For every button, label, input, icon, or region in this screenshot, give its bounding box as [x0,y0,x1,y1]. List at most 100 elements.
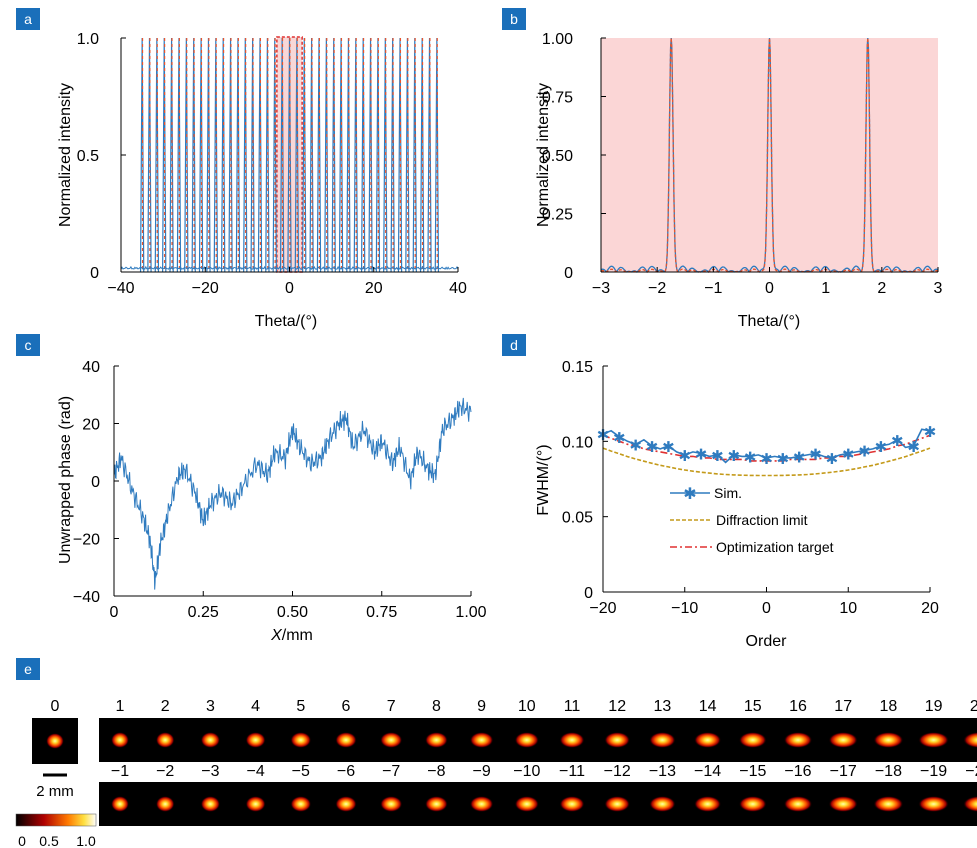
spot-label-bottom: −7 [382,763,400,780]
panel-tag-b: b [510,11,518,27]
chart-c-phase-line [113,397,472,590]
chart-d-sim-marker: ✱ [907,439,920,456]
spot-top [873,732,904,748]
spot-top [694,732,722,748]
spot-top [200,732,221,748]
chart-a-x-tick-label: 20 [365,280,383,297]
panel-e-order-labels: 01234567891011121314151617181920−1−2−3−4… [51,698,977,780]
colorbar [15,813,97,827]
spot-bottom [694,796,722,812]
chart-b-x-tick-label: 2 [877,280,886,297]
chart-c-y-tick-label: 0 [91,474,100,491]
spot-label-bottom: −14 [694,763,721,780]
chart-d-sim-marker: ✱ [646,439,659,456]
spot-bottom [335,796,357,812]
spot-top [738,732,767,748]
chart-a-xlabel: Theta/(°) [255,313,317,330]
chart-a-y-tick-label: 1.0 [77,31,99,48]
panel-tag-d: d [510,337,518,353]
chart-c-xlabel: X/mm [270,627,313,644]
spot-bottom [828,796,858,812]
spot-top [828,732,858,748]
chart-b-x-tick-label: −3 [592,280,610,297]
spot-top [155,732,175,748]
chart-d-sim-marker: ✱ [858,443,871,460]
spot-bottom [649,796,676,812]
spot-bottom [155,796,175,812]
chart-d-xlabel: Order [746,633,788,650]
chart-b-y-tick-label: 1.00 [542,31,573,48]
chart-d-x-tick-label: 20 [921,600,939,617]
chart-c-xlabel-var: X [270,627,283,644]
spot-array [111,732,977,812]
spot-0-glow [46,733,64,749]
chart-a-y-tick-label: 0 [90,265,99,282]
chart-d-sim-marker: ✱ [728,448,741,465]
panel-tag-e: e [24,661,32,677]
chart-b-y-tick-label: 0.75 [542,90,573,107]
chart-b-y-tick-label: 0 [564,265,573,282]
chart-b-xlabel: Theta/(°) [738,313,800,330]
spot-top [469,732,494,748]
spot-label-top: 18 [880,698,898,715]
chart-d-sim-marker: ✱ [613,430,626,447]
legend-sim-label: Sim. [714,485,742,501]
chart-d-sim-marker: ✱ [826,451,839,468]
chart-c-x-tick-label: 1.00 [455,604,486,621]
spot-bottom [963,796,977,812]
chart-c-y-tick-label: 40 [82,359,100,376]
chart-d-ylabel: FWHM/(°) [535,444,552,515]
spot-bottom [111,796,129,812]
spot-label-bottom: −1 [111,763,129,780]
colorbar-tick-label: 1.0 [76,833,96,848]
chart-d-sim-marker: ✱ [760,451,773,468]
spot-top [380,732,403,748]
spot-top [559,732,585,748]
chart-a-x-tick-label: 40 [449,280,467,297]
panel-tag-c-bg [16,334,40,356]
chart-a-peaks [139,37,440,273]
chart-a-x-tick-label: 0 [285,280,294,297]
chart-d-y-tick-label: 0 [584,585,593,602]
chart-d-sim-marker: ✱ [695,446,708,463]
spot-label-bottom: −9 [472,763,490,780]
chart-d-axes: −20 −10 0 10 20 0 0.05 0.10 0.15 [562,359,939,617]
spot-label-bottom: −2 [156,763,174,780]
spot-label-top: 11 [564,698,581,715]
spot-bottom [559,796,585,812]
spot-label-bottom: −8 [427,763,445,780]
spot-label-bottom: −3 [201,763,219,780]
chart-d-sim-marker: ✱ [711,448,724,465]
chart-d-sim-marker: ✱ [793,449,806,466]
chart-d-sim-marker: ✱ [777,451,790,468]
spot-top [514,732,539,748]
chart-c: 0 0.25 0.50 0.75 1.00 −40 −20 0 20 40 X/mm Unwrap… [57,359,487,644]
chart-c-y-tick-label: 20 [82,417,100,434]
chart-d: ✱ ✱ ✱ ✱ ✱✱ ✱ ✱ ✱ ✱ ✱ ✱ ✱ ✱ ✱ ✱ ✱ ✱ ✱ ✱✱ −20 −10 0 10 2000.050.… [535,359,939,650]
chart-d-lines: ✱ ✱ ✱ ✱ ✱✱ ✱ ✱ ✱ ✱ ✱ ✱ ✱ ✱ ✱ ✱ ✱ ✱ ✱ ✱✱ [597,424,936,477]
chart-b: −3 −2 −1 0 1 2 3 0 0.25 0.50 0.75 1.00 Theta/(°) No… [535,31,943,330]
panel-tag-d-bg [502,334,526,356]
spot-label-top: 1 [116,698,125,715]
scale-bar-label: 2 mm [36,783,74,800]
chart-d-sim-line [602,428,931,464]
spot-0 [46,733,64,749]
chart-d-sim-marker: ✱ [744,449,757,466]
chart-d-sim-marker: ✱ [809,446,822,463]
spot-label-top: 10 [518,698,536,715]
spot-label-top: 13 [654,698,672,715]
spot-label-bottom: −11 [559,763,585,780]
colorbar-tick-label: 0 [18,833,26,848]
spot-bottom [424,796,448,812]
spot-label-top: 16 [789,698,807,715]
chart-a-x-tick-label: −20 [192,280,219,297]
spot-bottom [873,796,904,812]
spot-top [111,732,129,748]
chart-d-x-tick-label: 0 [762,600,771,617]
chart-c-y-tick-label: −20 [73,532,100,549]
chart-d-y-tick-label: 0.10 [562,434,593,451]
spot-bottom [200,796,221,812]
spot-bottom [918,796,949,812]
chart-c-xlabel-unit: /mm [282,627,313,644]
